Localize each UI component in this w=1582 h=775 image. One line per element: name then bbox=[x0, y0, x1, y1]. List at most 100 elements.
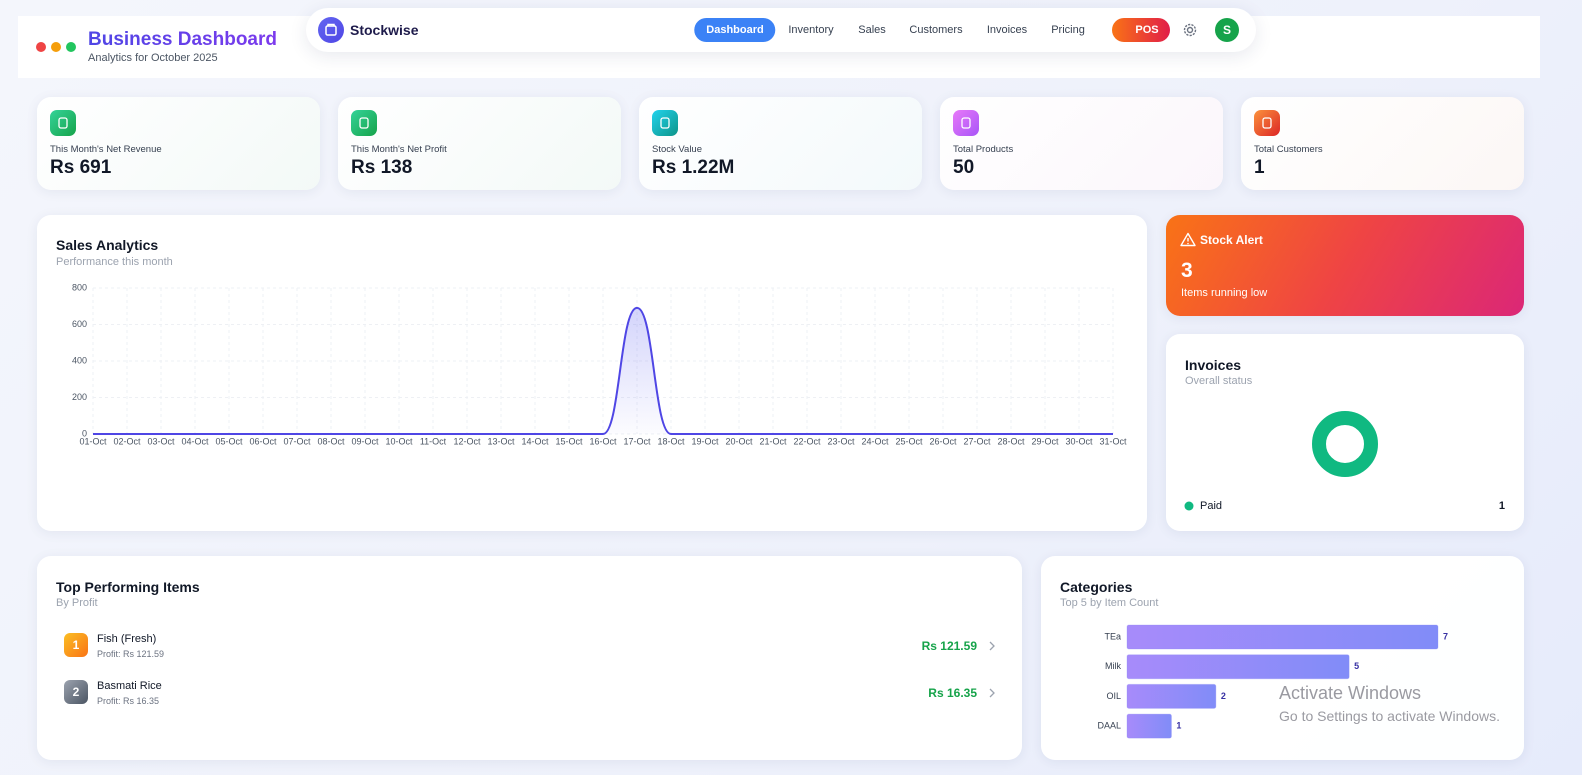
item-row[interactable]: 2 Basmati Rice Profit: Rs 16.35 Rs 16.35 bbox=[56, 680, 1004, 710]
settings-icon[interactable] bbox=[1182, 22, 1198, 38]
stat-card: This Month's Net Revenue Rs 691 bbox=[37, 97, 320, 190]
item-amount: Rs 16.35 bbox=[928, 686, 977, 700]
item-name: Basmati Rice bbox=[97, 680, 162, 692]
nav-link[interactable]: Dashboard bbox=[694, 18, 776, 42]
x-tick-label: 15-Oct bbox=[555, 436, 583, 446]
x-tick-label: 30-Oct bbox=[1065, 436, 1093, 446]
stat-value: Rs 691 bbox=[50, 157, 112, 178]
dot-green bbox=[66, 42, 76, 52]
x-tick-label: 12-Oct bbox=[453, 436, 481, 446]
nav-bar: Stockwise POS S Dashboard Inventory Sales C… bbox=[306, 8, 1256, 52]
brand-logo[interactable] bbox=[318, 17, 344, 43]
nav-link[interactable]: Invoices bbox=[986, 24, 1028, 36]
card-subtitle: Performance this month bbox=[56, 256, 173, 268]
x-tick-label: 31-Oct bbox=[1099, 436, 1127, 446]
bar-chart: TEa 7 Milk 5 OIL 2 DAAL 1 bbox=[1097, 624, 1448, 739]
stat-icon bbox=[953, 110, 979, 136]
sales-card: Sales Analytics Performance this month 0… bbox=[37, 215, 1147, 531]
y-tick-label: TEa bbox=[1104, 631, 1121, 641]
pos-button[interactable]: POS bbox=[1112, 18, 1170, 42]
y-tick-label: DAAL bbox=[1097, 720, 1121, 730]
card-subtitle: Overall status bbox=[1185, 375, 1253, 387]
donut-chart: Paid 1 bbox=[1184, 411, 1505, 512]
alert-icon bbox=[1180, 232, 1196, 247]
y-tick-label: 200 bbox=[72, 392, 87, 402]
item-detail: Profit: Rs 121.59 bbox=[97, 649, 165, 659]
x-tick-label: 01-Oct bbox=[79, 436, 107, 446]
y-tick-label: 800 bbox=[72, 282, 87, 292]
x-tick-label: 26-Oct bbox=[929, 436, 957, 446]
value-label: 7 bbox=[1443, 631, 1448, 641]
value-label: 1 bbox=[1176, 720, 1181, 730]
glyph-shape bbox=[359, 117, 369, 129]
x-tick-label: 08-Oct bbox=[317, 436, 345, 446]
item-row[interactable]: 1 Fish (Fresh) Profit: Rs 121.59 Rs 121.59 bbox=[56, 633, 1004, 663]
nav-link[interactable]: Sales bbox=[858, 24, 886, 36]
chevron bbox=[989, 641, 995, 651]
x-tick-label: 28-Oct bbox=[997, 436, 1025, 446]
chevron bbox=[989, 688, 995, 698]
bar bbox=[1126, 654, 1350, 680]
categories-card: Categories Top 5 by Item Count TEa 7 Milk 5… bbox=[1041, 556, 1524, 760]
stat-card: Stock Value Rs 1.22M bbox=[639, 97, 922, 190]
alert-title: Stock Alert bbox=[1200, 233, 1263, 247]
x-tick-label: 13-Oct bbox=[487, 436, 515, 446]
stat-card: This Month's Net Profit Rs 138 bbox=[338, 97, 621, 190]
x-tick-label: 03-Oct bbox=[147, 436, 175, 446]
value-label: 5 bbox=[1354, 661, 1359, 671]
x-tick-label: 06-Oct bbox=[249, 436, 277, 446]
glyph-shape bbox=[1262, 117, 1272, 129]
x-tick-label: 05-Oct bbox=[215, 436, 243, 446]
glyph-shape bbox=[660, 117, 670, 129]
x-tick-label: 14-Oct bbox=[521, 436, 549, 446]
stat-glyph bbox=[660, 117, 670, 129]
top-items-card: Top Performing Items By Profit 1 Fish (Fr… bbox=[37, 556, 1022, 760]
stat-value: Rs 1.22M bbox=[652, 157, 735, 178]
bar bbox=[1126, 713, 1172, 739]
x-tick-label: 18-Oct bbox=[657, 436, 685, 446]
stat-label: This Month's Net Revenue bbox=[50, 144, 162, 155]
chevron-path bbox=[989, 688, 995, 698]
nav-link[interactable]: Inventory bbox=[788, 24, 834, 36]
y-tick-label: OIL bbox=[1106, 691, 1121, 701]
invoices-card: Invoices Overall status Paid 1 bbox=[1166, 334, 1524, 531]
glyph-shape bbox=[58, 117, 68, 129]
card-subtitle: Top 5 by Item Count bbox=[1060, 597, 1159, 609]
stat-icon bbox=[351, 110, 377, 136]
y-tick-label: 0 bbox=[82, 428, 87, 438]
dot-yellow bbox=[51, 42, 61, 52]
x-tick-label: 19-Oct bbox=[691, 436, 719, 446]
stat-label: Stock Value bbox=[652, 144, 702, 155]
x-tick-label: 23-Oct bbox=[827, 436, 855, 446]
rank-badge: 1 bbox=[64, 633, 88, 657]
stat-card: Total Products 50 bbox=[940, 97, 1223, 190]
nav-link[interactable]: Pricing bbox=[1051, 24, 1085, 36]
x-tick-label: 10-Oct bbox=[385, 436, 413, 446]
value-label: 2 bbox=[1221, 691, 1226, 701]
bar bbox=[1126, 683, 1217, 709]
dot-red bbox=[36, 42, 46, 52]
brand-icon bbox=[325, 23, 337, 36]
brand-name[interactable]: Stockwise bbox=[350, 22, 419, 38]
y-tick-label: Milk bbox=[1105, 661, 1121, 671]
avatar[interactable]: S bbox=[1215, 18, 1239, 42]
card-title: Top Performing Items bbox=[56, 579, 200, 595]
pos-label: POS bbox=[1135, 24, 1159, 36]
card-subtitle: By Profit bbox=[56, 597, 98, 609]
item-amount: Rs 121.59 bbox=[921, 639, 977, 653]
watermark-text: Go to Settings to activate Windows. bbox=[1279, 708, 1500, 724]
stock-alert-card[interactable]: Stock Alert 3 Items running low bbox=[1166, 215, 1524, 316]
x-tick-label: 07-Oct bbox=[283, 436, 311, 446]
legend-value: 1 bbox=[1499, 500, 1505, 512]
stat-icon bbox=[652, 110, 678, 136]
card-title: Invoices bbox=[1185, 357, 1242, 373]
alert-text: Items running low bbox=[1181, 287, 1268, 299]
x-tick-label: 22-Oct bbox=[793, 436, 821, 446]
stat-icon bbox=[1254, 110, 1280, 136]
x-tick-label: 24-Oct bbox=[861, 436, 889, 446]
nav-link[interactable]: Customers bbox=[909, 24, 963, 36]
x-tick-label: 16-Oct bbox=[589, 436, 617, 446]
x-tick-label: 20-Oct bbox=[725, 436, 753, 446]
chevron-path bbox=[989, 641, 995, 651]
watermark-title: Activate Windows bbox=[1279, 683, 1422, 703]
